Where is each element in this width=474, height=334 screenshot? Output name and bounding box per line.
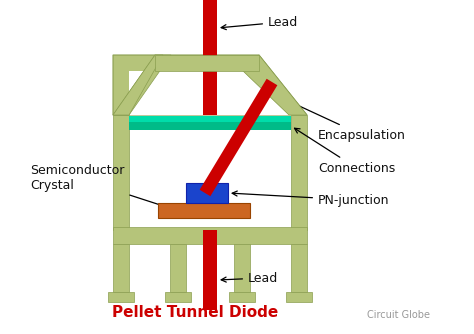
Text: Lead: Lead [221,272,278,285]
Bar [113,115,129,230]
Text: Pellet Tunnel Diode: Pellet Tunnel Diode [112,305,278,320]
Bar [229,292,255,302]
Bar [170,244,186,292]
Bar [286,292,312,302]
Text: PN-junction: PN-junction [232,191,390,206]
Text: Circuit Globe: Circuit Globe [367,310,430,320]
Bar [113,227,307,244]
Bar [155,55,259,71]
Bar [158,203,250,218]
Text: Lead: Lead [221,15,298,30]
Bar [108,292,134,302]
Polygon shape [243,55,307,115]
Bar [129,116,291,122]
Bar [113,244,129,292]
Polygon shape [113,55,171,115]
Bar [203,0,217,115]
Polygon shape [129,71,289,115]
Bar [129,120,291,130]
Bar [291,115,307,230]
Polygon shape [113,55,163,115]
Text: Connections: Connections [294,128,395,174]
Bar [186,183,228,203]
Bar [291,244,307,292]
Bar [165,292,191,302]
Text: Encapsulation: Encapsulation [286,100,406,142]
Bar [234,244,250,292]
Polygon shape [113,55,307,115]
Bar [203,230,217,310]
Text: Semiconductor
Crystal: Semiconductor Crystal [30,164,181,212]
